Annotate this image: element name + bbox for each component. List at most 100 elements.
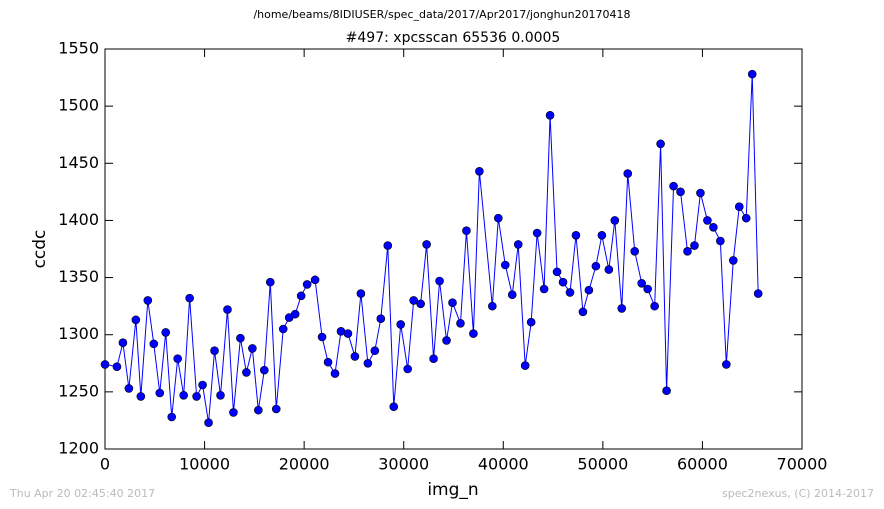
data-point [290,309,300,319]
data-point [136,392,146,401]
data-point [617,304,627,313]
data-point [216,390,225,400]
y-tick-label: 1450 [58,153,99,172]
data-point [248,344,257,353]
data-point [513,240,523,249]
data-point [350,352,360,361]
data-point [545,110,555,120]
data-point [656,139,665,149]
x-tick-label: 60000 [677,455,728,474]
data-line [104,74,759,423]
data-point [741,213,751,223]
data-point [356,289,366,298]
data-point [552,267,562,277]
data-point [696,188,705,198]
header: /home/beams/8IDIUSER/spec_data/2017/Apr2… [253,8,630,21]
data-point [210,346,219,356]
y-tick-label: 1400 [58,210,99,229]
data-point [683,246,692,256]
data-point [597,230,607,240]
data-point [260,365,269,375]
data-point [753,289,763,298]
data-point [376,314,386,324]
chart-title: #497: xpcsscan 65536 0.0005 [346,30,561,46]
x-tick-label: 70000 [777,455,828,474]
data-point [494,213,503,223]
data-point [302,280,312,289]
x-tick-label: 50000 [577,455,628,474]
data-point [669,181,678,191]
data-point [488,301,497,311]
y-tick-label: 1550 [58,39,99,58]
data-point [317,332,327,342]
data-point [604,265,614,274]
data-point [278,324,288,334]
data-point [728,256,738,265]
data-point [242,368,251,377]
data-point [722,360,731,369]
data-point [124,384,134,393]
data-point [310,275,320,285]
data-point [448,298,457,308]
data-point [409,296,418,305]
data-point [112,362,122,372]
data-point [161,328,171,337]
data-point [254,405,263,415]
data-point [192,392,201,401]
data-point [578,307,588,317]
data-point [703,216,712,225]
footer-left: Thu Apr 20 02:45:40 2017 [9,487,155,500]
data-point [650,301,659,311]
data-point [416,299,425,309]
data-point [223,305,232,314]
x-tick-label: 20000 [279,455,330,474]
y-tick-label: 1300 [58,324,99,343]
data-point [330,369,340,378]
data-point [462,226,471,236]
data-point [403,364,412,374]
data-point [173,354,182,364]
data-point [271,404,281,414]
data-point [229,408,238,417]
data-point [389,402,399,412]
data-point [469,329,478,338]
data-point [131,315,141,325]
data-point [500,260,510,270]
data-point [637,278,646,288]
data-point [507,290,517,300]
x-tick-label: 40000 [478,455,529,474]
data-point [143,296,153,305]
data-point [520,361,530,370]
data-point [422,240,431,249]
data-point [690,241,699,250]
data-point [584,285,594,295]
data-point [323,357,333,367]
data-point [565,288,575,297]
data-point [265,277,275,287]
data-point [747,69,757,79]
data-point [442,336,451,345]
data-point [435,276,444,286]
data-point [370,346,380,356]
data-point [610,216,620,225]
data-point [198,380,207,390]
x-tick-label: 10000 [179,455,230,474]
data-point [429,354,438,364]
y-tick-label: 1200 [58,439,99,458]
data-point [571,230,581,240]
y-tick-label: 1500 [58,96,99,115]
data-point [179,390,188,400]
data-point [296,291,306,301]
footer-right: spec2nexus, (C) 2014-2017 [722,487,874,500]
data-point [532,228,542,238]
data-point [630,246,640,256]
y-axis-label: ccdc [30,230,50,269]
data-point [591,261,601,271]
data-point [155,388,165,398]
data-point [363,358,373,368]
y-tick-label: 1250 [58,381,99,400]
data-point [204,418,213,428]
data-point [167,412,177,422]
data-point [662,386,671,396]
